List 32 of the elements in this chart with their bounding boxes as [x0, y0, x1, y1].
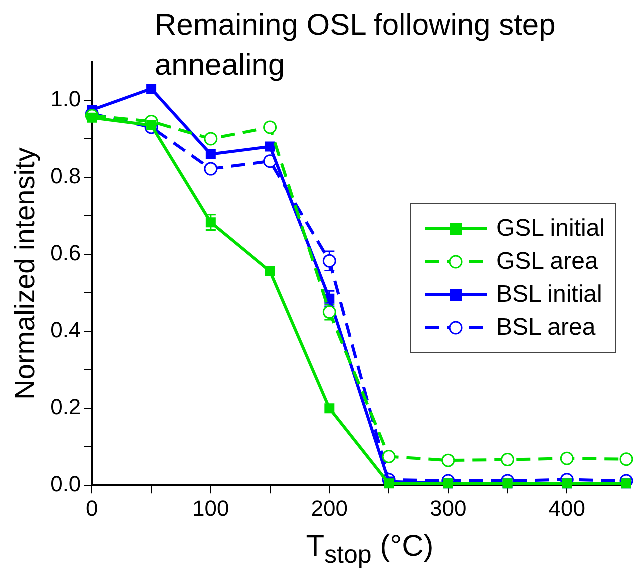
point [204, 132, 218, 146]
point [324, 404, 335, 414]
x-axis-title: T$_{stop}$ (°C) [305, 530, 435, 570]
y-tick-label: 0.6 [50, 240, 82, 266]
x-tick-label: 0 [86, 496, 98, 521]
legend-label: GSL area [496, 248, 598, 276]
point [265, 266, 276, 276]
y-axis-title: Normalized intensity [10, 148, 41, 400]
point [265, 142, 276, 152]
legend-label: BSL initial [496, 280, 602, 308]
legend-label: GSL initial [496, 214, 605, 242]
y-tick-label: 0.2 [50, 394, 82, 420]
legend-label: BSL area [496, 314, 596, 342]
point [620, 452, 634, 466]
point [206, 149, 216, 160]
y-tick-label: 1.0 [50, 86, 82, 112]
point [382, 450, 396, 464]
x-tick-label: 300 [430, 496, 467, 521]
point [501, 453, 515, 467]
chart-title: Remaining OSL following step annealing [155, 8, 557, 84]
y-tick-label: 0.8 [50, 164, 82, 189]
y-tick-label: 0.4 [50, 318, 82, 343]
point [322, 254, 336, 268]
point [264, 120, 278, 134]
x-tick-label: 100 [192, 496, 230, 521]
point [442, 454, 456, 468]
x-tick-label: 200 [311, 496, 348, 521]
point [204, 162, 218, 176]
point [560, 452, 574, 466]
point [146, 84, 157, 94]
y-tick-label: 0.0 [50, 472, 82, 497]
x-tick-label: 400 [548, 496, 586, 521]
